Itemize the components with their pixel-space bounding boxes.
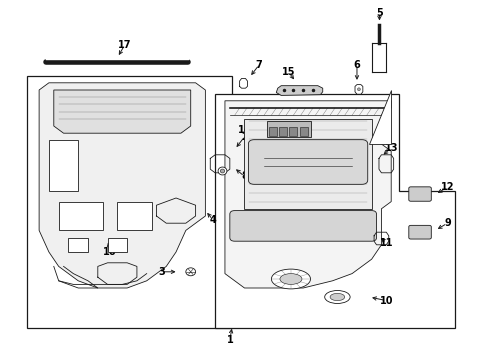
Ellipse shape <box>357 88 360 91</box>
Text: 16: 16 <box>103 247 117 257</box>
Polygon shape <box>368 90 390 144</box>
Text: 17: 17 <box>118 40 131 50</box>
Ellipse shape <box>220 169 224 173</box>
FancyBboxPatch shape <box>408 225 430 239</box>
Ellipse shape <box>185 268 195 276</box>
Bar <box>59 202 102 230</box>
Bar <box>49 140 78 191</box>
Text: 12: 12 <box>440 182 453 192</box>
Text: 6: 6 <box>353 60 360 70</box>
Text: 1: 1 <box>226 335 233 345</box>
Text: 14: 14 <box>237 125 251 135</box>
Bar <box>107 238 127 252</box>
Bar <box>299 127 307 136</box>
Polygon shape <box>276 86 322 95</box>
Bar <box>266 121 310 137</box>
Text: 8: 8 <box>241 171 247 181</box>
Bar <box>289 127 297 136</box>
Polygon shape <box>215 94 454 328</box>
Text: 7: 7 <box>255 60 262 70</box>
Bar <box>27 76 232 328</box>
Text: 10: 10 <box>379 296 392 306</box>
Text: 3: 3 <box>158 267 164 277</box>
Text: 15: 15 <box>281 67 295 77</box>
Ellipse shape <box>218 167 226 175</box>
Ellipse shape <box>324 291 349 303</box>
Polygon shape <box>224 101 390 288</box>
Bar <box>68 238 88 252</box>
Ellipse shape <box>271 269 310 289</box>
Bar <box>268 127 276 136</box>
Text: 5: 5 <box>375 8 382 18</box>
Bar <box>279 127 286 136</box>
FancyBboxPatch shape <box>248 140 367 184</box>
FancyBboxPatch shape <box>408 187 430 201</box>
Text: 13: 13 <box>384 143 397 153</box>
Polygon shape <box>54 90 190 133</box>
Text: 4: 4 <box>209 215 216 225</box>
Ellipse shape <box>279 274 301 284</box>
Ellipse shape <box>329 293 344 301</box>
Text: 2: 2 <box>241 132 247 142</box>
Text: 11: 11 <box>379 238 392 248</box>
Text: 9: 9 <box>443 218 450 228</box>
FancyBboxPatch shape <box>229 211 376 241</box>
Bar <box>117 202 151 230</box>
Polygon shape <box>244 119 371 209</box>
Polygon shape <box>39 83 205 288</box>
